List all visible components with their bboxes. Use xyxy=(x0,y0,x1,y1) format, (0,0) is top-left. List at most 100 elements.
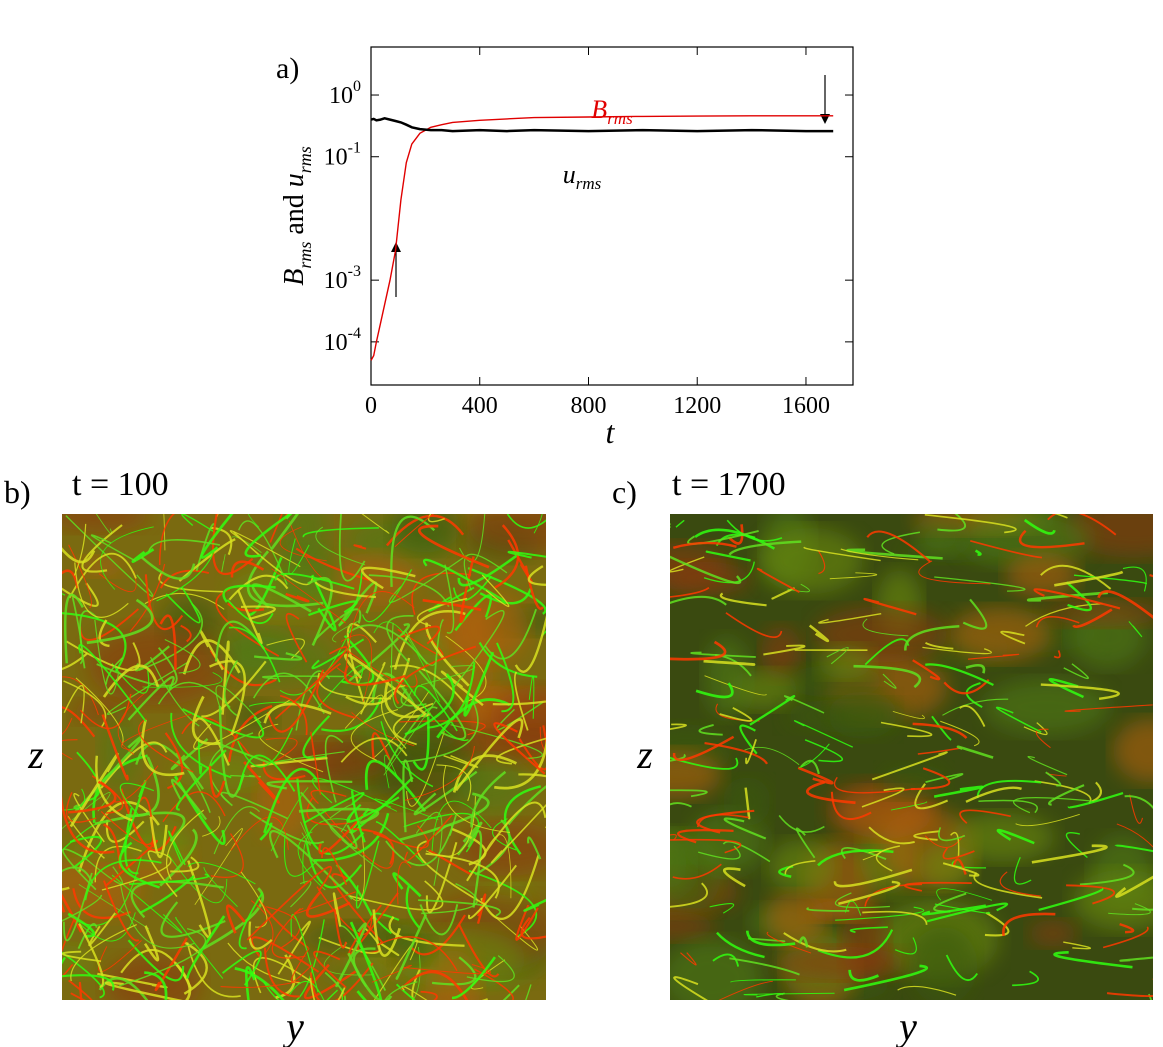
streak xyxy=(904,881,972,892)
streak xyxy=(81,524,123,573)
streak xyxy=(1035,616,1080,628)
streak xyxy=(763,644,806,656)
streak xyxy=(452,754,517,793)
streak xyxy=(502,984,520,1000)
streak xyxy=(467,864,517,920)
streak xyxy=(165,586,201,624)
streak xyxy=(316,662,356,719)
y-axis-label-part: u xyxy=(279,173,310,187)
streak xyxy=(716,931,765,959)
streak xyxy=(303,791,365,824)
blob xyxy=(758,528,864,594)
streak xyxy=(703,561,755,584)
streak xyxy=(63,685,85,724)
streak xyxy=(866,530,932,563)
streak xyxy=(63,680,107,728)
streak xyxy=(324,971,346,1000)
streak xyxy=(868,826,915,845)
streak xyxy=(1013,857,1032,885)
streak xyxy=(1148,993,1153,1000)
streak xyxy=(102,880,140,942)
streak xyxy=(279,526,327,562)
streak xyxy=(1047,514,1117,536)
y-tick-exponent: -1 xyxy=(348,140,361,157)
streak xyxy=(118,928,207,987)
streak xyxy=(360,566,416,590)
streak xyxy=(1040,564,1112,590)
streak xyxy=(719,706,753,722)
streak xyxy=(332,620,361,643)
streak xyxy=(698,845,741,860)
streak xyxy=(1025,603,1103,627)
streak xyxy=(400,701,479,763)
streak xyxy=(1027,755,1068,776)
streak xyxy=(102,664,160,698)
streak xyxy=(523,898,546,912)
streak xyxy=(817,549,826,575)
y-axis-label-part: rms xyxy=(295,146,315,173)
streak xyxy=(197,738,203,775)
streak xyxy=(263,702,332,724)
x-axis-label: t xyxy=(606,414,616,450)
streak xyxy=(704,741,768,765)
streak xyxy=(416,667,467,740)
streak xyxy=(450,724,543,760)
streak xyxy=(390,515,436,587)
streak xyxy=(861,787,905,808)
streak xyxy=(1013,797,1094,814)
streak xyxy=(385,814,457,867)
x-tick-label: 800 xyxy=(570,393,606,419)
blob xyxy=(1113,718,1153,783)
streak xyxy=(149,816,168,859)
streak xyxy=(144,971,168,1000)
x-tick-label: 400 xyxy=(462,393,498,419)
streak xyxy=(479,588,532,605)
streak xyxy=(452,575,493,602)
streak xyxy=(539,726,546,753)
streak xyxy=(829,572,878,580)
streak xyxy=(164,639,201,674)
streak xyxy=(338,514,366,582)
streak xyxy=(290,880,312,908)
blob xyxy=(670,939,763,1000)
streak xyxy=(318,814,364,855)
streak xyxy=(744,746,800,766)
streak xyxy=(806,907,850,912)
streak xyxy=(527,836,542,860)
y-tick-base: 10 xyxy=(329,83,353,109)
streak xyxy=(771,587,796,600)
streak xyxy=(863,597,917,616)
y-tick-base: 10 xyxy=(324,330,348,356)
streak xyxy=(787,583,811,593)
streak xyxy=(1115,875,1153,898)
blob xyxy=(951,812,1055,862)
streak xyxy=(1048,677,1085,699)
streak xyxy=(965,663,986,674)
streak xyxy=(68,544,92,609)
streak xyxy=(670,723,687,731)
streak xyxy=(783,932,847,953)
streak xyxy=(1067,792,1124,809)
streak xyxy=(862,910,928,925)
streak xyxy=(670,555,742,585)
series-label: urms xyxy=(563,160,602,193)
streak xyxy=(466,955,515,983)
streak xyxy=(156,549,215,602)
blob xyxy=(817,644,873,679)
streak xyxy=(186,942,241,998)
streak xyxy=(846,548,943,560)
blob xyxy=(1072,869,1153,931)
streak xyxy=(228,626,281,683)
streak xyxy=(238,520,288,585)
streak xyxy=(1119,922,1135,934)
y-axis-label-part: and xyxy=(279,187,310,241)
y-tick-label: 10-1 xyxy=(324,140,361,171)
streak xyxy=(62,866,94,884)
streak xyxy=(166,809,205,880)
streak xyxy=(494,524,520,589)
streak xyxy=(922,646,992,655)
streak xyxy=(849,926,888,933)
x-tick-label: 1200 xyxy=(673,393,721,419)
streak xyxy=(222,584,276,603)
